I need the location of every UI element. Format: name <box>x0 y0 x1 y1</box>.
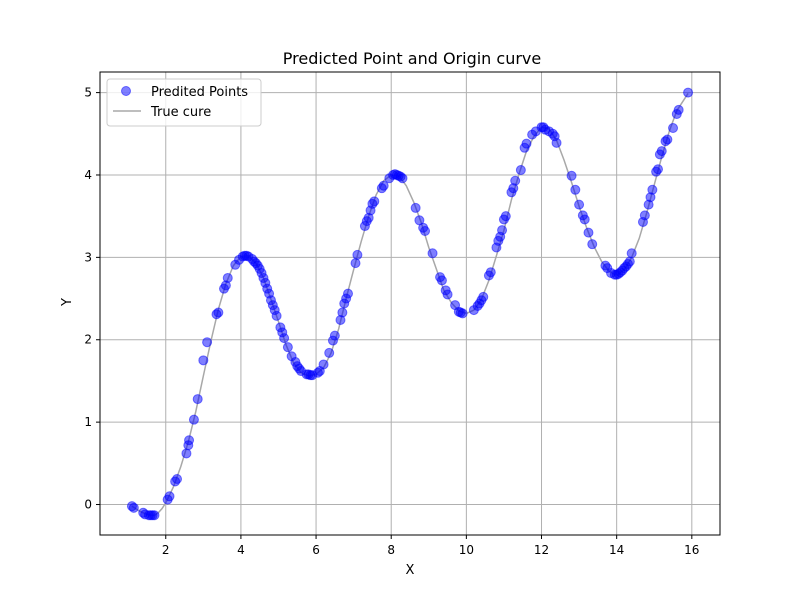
predicted-point <box>583 227 594 238</box>
predicted-point <box>436 275 447 286</box>
legend-box <box>106 78 262 127</box>
predicted-point <box>579 214 590 225</box>
predicted-point <box>222 272 233 283</box>
legend-curve-label: True cure <box>150 105 211 120</box>
predicted-point <box>213 307 224 318</box>
x-axis-label: X <box>406 563 415 578</box>
predicted-point <box>420 226 431 237</box>
axes-frame <box>99 71 721 536</box>
legend: Predited Points True cure <box>106 78 262 127</box>
predicted-point <box>188 414 199 425</box>
points-layer <box>126 87 694 521</box>
predicted-point <box>457 308 468 319</box>
predicted-point <box>478 291 489 302</box>
y-axis-label: Y <box>60 298 75 307</box>
predicted-point <box>427 248 438 259</box>
predicted-point <box>172 473 183 484</box>
predicted-point <box>271 310 282 321</box>
predicted-point <box>587 239 598 250</box>
predicted-point <box>198 355 209 366</box>
predicted-point <box>442 289 453 300</box>
x-tick-label: 12 <box>534 543 549 557</box>
x-tick-label: 10 <box>459 543 474 557</box>
predicted-point <box>683 87 694 98</box>
y-tick-label: 0 <box>84 498 92 512</box>
y-tick-label: 4 <box>84 168 92 182</box>
predicted-point <box>378 180 389 191</box>
predicted-point <box>329 330 340 341</box>
predicted-point <box>668 123 679 134</box>
predicted-point <box>510 175 521 186</box>
predicted-point <box>551 137 562 148</box>
predicted-point <box>515 165 526 176</box>
predicted-point <box>397 173 408 184</box>
predicted-point <box>485 267 496 278</box>
predicted-point <box>279 333 290 344</box>
predicted-point <box>497 225 508 236</box>
x-tick-label: 2 <box>162 543 170 557</box>
predicted-point <box>343 288 353 299</box>
predicted-point <box>350 258 361 269</box>
legend-points-marker <box>121 86 131 96</box>
x-tick-label: 16 <box>684 543 699 557</box>
grid <box>100 72 720 535</box>
x-tick-label: 8 <box>387 543 395 557</box>
predicted-point <box>192 394 203 405</box>
y-tick-label: 2 <box>84 333 92 347</box>
x-tick-label: 14 <box>609 543 624 557</box>
predicted-point <box>662 134 673 145</box>
legend-points-label: Predited Points <box>151 85 248 100</box>
predicted-point <box>128 502 139 513</box>
predicted-point <box>521 138 532 149</box>
y-tick-label: 3 <box>84 250 92 264</box>
y-tick-label: 5 <box>84 86 92 100</box>
predicted-point <box>626 248 637 259</box>
predicted-point <box>149 510 160 521</box>
x-tick-label: 6 <box>312 543 320 557</box>
predicted-point <box>647 184 658 195</box>
predicted-point <box>656 146 667 157</box>
predicted-point <box>639 210 650 221</box>
x-tick-label: 4 <box>237 543 245 557</box>
predicted-point <box>352 249 363 260</box>
predicted-point <box>369 196 380 207</box>
predicted-point <box>337 307 348 318</box>
predicted-point <box>570 184 581 195</box>
y-tick-label: 1 <box>84 415 92 429</box>
predicted-point <box>184 435 195 446</box>
predicted-point <box>574 199 585 210</box>
predicted-point <box>653 164 663 175</box>
predicted-point <box>181 448 192 459</box>
predicted-point <box>566 170 577 181</box>
predicted-point <box>410 202 421 213</box>
chart-title: Predicted Point and Origin curve <box>283 49 541 68</box>
predicted-point <box>318 359 329 370</box>
predicted-point <box>500 211 511 222</box>
predicted-point <box>324 347 335 358</box>
predicted-point <box>624 256 635 267</box>
predicted-point <box>164 491 175 502</box>
predicted-point <box>282 342 293 353</box>
predicted-point <box>673 104 684 115</box>
predicted-point <box>202 337 213 348</box>
